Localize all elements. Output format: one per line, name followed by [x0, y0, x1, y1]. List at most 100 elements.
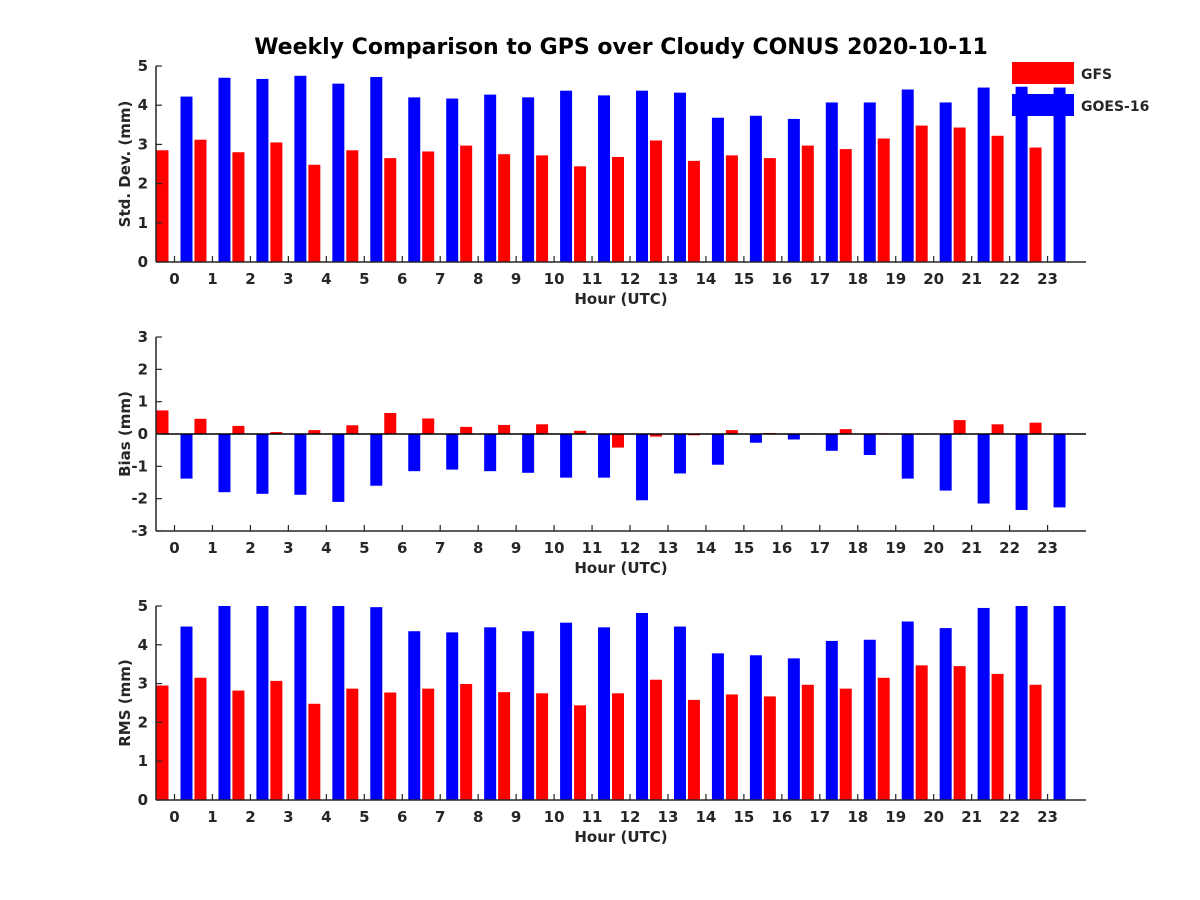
std-dev-y-axis-label: Std. Dev. (mm) [116, 101, 134, 228]
std-dev-x-tick-label: 4 [321, 270, 331, 288]
std-dev-bar-goes16-5 [370, 76, 383, 262]
rms-bar-gfs-18 [839, 688, 852, 800]
std-dev-bar-gfs-3 [270, 142, 283, 262]
bias-bar-gfs-10 [536, 424, 549, 434]
bias-bar-goes16-3 [294, 434, 307, 495]
rms-bar-gfs-21 [953, 666, 966, 800]
std-dev-bar-gfs-9 [498, 154, 511, 262]
std-dev-bar-goes16-8 [484, 94, 497, 262]
rms-x-tick-label: 22 [999, 808, 1020, 826]
rms-x-tick-label: 2 [245, 808, 255, 826]
std-dev-bar-gfs-10 [536, 155, 549, 262]
std-dev-bar-goes16-15 [749, 115, 762, 262]
rms-bar-gfs-2 [232, 690, 245, 800]
legend-swatch-goes16 [1012, 94, 1074, 116]
std-dev-x-tick-label: 18 [847, 270, 868, 288]
std-dev-bar-goes16-14 [711, 117, 724, 262]
std-dev-bar-gfs-12 [612, 156, 625, 262]
rms-bar-goes16-23 [1053, 606, 1066, 800]
bias-bar-gfs-23 [1029, 422, 1042, 434]
std-dev-bar-goes16-20 [939, 102, 952, 262]
std-dev-y-tick-label: 0 [138, 253, 148, 271]
rms-y-axis-label: RMS (mm) [116, 659, 134, 746]
bias-bar-gfs-9 [498, 424, 511, 434]
bias-x-tick-label: 3 [283, 539, 293, 557]
std-dev-x-tick-label: 15 [733, 270, 754, 288]
rms-bar-goes16-14 [711, 653, 724, 800]
rms-bar-goes16-1 [218, 606, 231, 800]
bias-x-tick-label: 21 [961, 539, 982, 557]
rms-bar-gfs-16 [763, 696, 776, 800]
bias-x-tick-label: 16 [771, 539, 792, 557]
rms-y-tick-label: 5 [138, 597, 148, 615]
std-dev-x-tick-label: 12 [620, 270, 641, 288]
rms-bar-goes16-13 [673, 626, 686, 800]
std-dev-x-tick-label: 22 [999, 270, 1020, 288]
std-dev-x-tick-label: 3 [283, 270, 293, 288]
std-dev-x-tick-label: 10 [544, 270, 565, 288]
legend-label-goes16: GOES-16 [1081, 99, 1149, 115]
rms-x-tick-label: 6 [397, 808, 407, 826]
rms-bar-gfs-12 [612, 693, 625, 800]
bias-y-axis-label: Bias (mm) [116, 391, 134, 477]
std-dev-y-tick-label: 2 [138, 175, 148, 193]
std-dev-bar-gfs-17 [801, 145, 814, 262]
rms-bar-goes16-10 [560, 622, 573, 800]
std-dev-bar-goes16-13 [673, 92, 686, 262]
rms-bar-goes16-21 [977, 607, 990, 800]
std-dev-bar-gfs-20 [915, 125, 928, 262]
rms-bar-gfs-0 [156, 685, 169, 800]
rms-bar-goes16-15 [749, 655, 762, 800]
bias-bar-goes16-15 [749, 434, 762, 443]
std-dev-x-tick-label: 13 [658, 270, 679, 288]
std-dev-y-tick-label: 1 [138, 214, 148, 232]
bias-x-tick-label: 23 [1037, 539, 1058, 557]
rms-bar-goes16-11 [598, 627, 611, 800]
bias-bar-gfs-3 [270, 432, 283, 434]
std-dev-bar-goes16-7 [446, 98, 459, 262]
rms-x-tick-label: 3 [283, 808, 293, 826]
std-dev-bar-gfs-13 [649, 140, 662, 262]
bias-x-tick-label: 7 [435, 539, 445, 557]
bias-bar-goes16-4 [332, 434, 345, 502]
bias-x-tick-label: 15 [733, 539, 754, 557]
rms-x-tick-label: 17 [809, 808, 830, 826]
legend-swatch-gfs [1012, 62, 1074, 84]
std-dev-y-tick-label: 4 [138, 96, 148, 114]
bias-x-tick-label: 1 [207, 539, 217, 557]
std-dev-x-tick-label: 6 [397, 270, 407, 288]
std-dev-x-tick-label: 5 [359, 270, 369, 288]
bias-y-tick-label: -1 [131, 457, 148, 475]
std-dev-bar-goes16-2 [256, 78, 269, 262]
rms-bar-goes16-9 [522, 631, 535, 800]
bias-bar-goes16-20 [939, 434, 952, 491]
rms-x-tick-label: 21 [961, 808, 982, 826]
rms-x-tick-label: 19 [885, 808, 906, 826]
std-dev-x-tick-label: 20 [923, 270, 944, 288]
bias-x-tick-label: 17 [809, 539, 830, 557]
rms-x-tick-label: 9 [511, 808, 521, 826]
rms-y-tick-label: 3 [138, 675, 148, 693]
std-dev-bar-gfs-0 [156, 150, 169, 262]
std-dev-y-tick-label: 3 [138, 135, 148, 153]
rms-x-tick-label: 1 [207, 808, 217, 826]
std-dev-bar-gfs-21 [953, 127, 966, 262]
rms-x-tick-label: 18 [847, 808, 868, 826]
std-dev-x-tick-label: 14 [695, 270, 716, 288]
bias-x-axis-label: Hour (UTC) [574, 559, 667, 577]
bias-x-tick-label: 18 [847, 539, 868, 557]
bias-x-tick-label: 8 [473, 539, 483, 557]
bias-bars [156, 410, 1066, 510]
rms-x-tick-label: 4 [321, 808, 331, 826]
rms-bar-gfs-4 [308, 703, 321, 800]
std-dev-x-tick-label: 16 [771, 270, 792, 288]
rms-bar-gfs-13 [649, 679, 662, 800]
bias-x-tick-label: 9 [511, 539, 521, 557]
bias-bar-gfs-12 [612, 434, 625, 448]
rms-bar-gfs-19 [877, 677, 890, 800]
std-dev-bar-goes16-0 [180, 96, 193, 262]
rms-bar-gfs-15 [725, 694, 738, 800]
bias-bar-goes16-0 [180, 434, 193, 479]
